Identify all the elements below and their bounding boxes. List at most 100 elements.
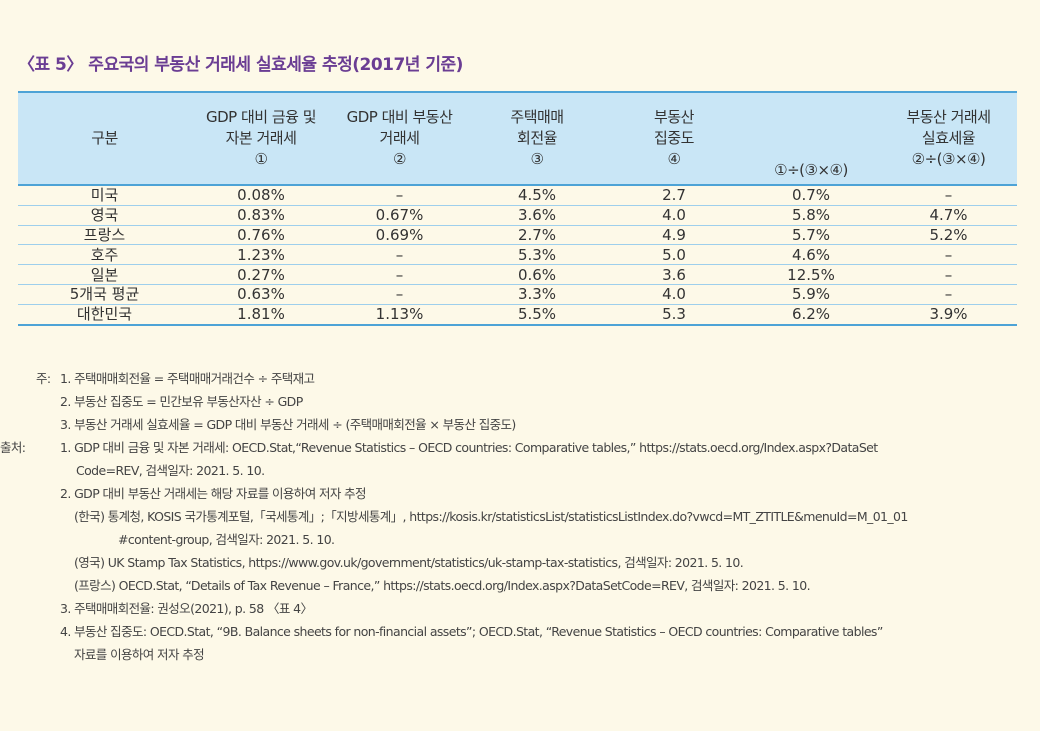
column-header-line: 거래세 — [379, 129, 420, 147]
table-cell: 0.69% — [331, 225, 468, 246]
column-header-line: 부동산 거래세 — [906, 108, 991, 126]
column-header-line: ④ — [667, 150, 681, 168]
table-cell: 0.83% — [191, 205, 331, 226]
table-cell: 0.7% — [742, 185, 880, 206]
table-cell: 12.5% — [742, 264, 880, 285]
column-header: ①÷(③×④) — [742, 91, 880, 186]
source-line: (한국) 통계청, KOSIS 국가통계포털,「국세통계」;「지방세통계」, h… — [74, 509, 908, 524]
table-cell: 2.7 — [606, 185, 742, 206]
table-cell: – — [331, 185, 468, 206]
row-label: 일본 — [18, 264, 191, 285]
source-line: (영국) UK Stamp Tax Statistics, https://ww… — [74, 555, 744, 570]
table-cell: 0.67% — [331, 205, 468, 226]
column-header-line: GDP 대비 부동산 — [346, 108, 453, 126]
table-cell: – — [880, 185, 1017, 206]
table-cell: 3.6 — [606, 264, 742, 285]
note-line: 2. 부동산 집중도 = 민간보유 부동산자산 ÷ GDP — [60, 394, 303, 409]
column-header-line: ② — [393, 150, 406, 168]
table-row: 5개국 평균 0.63% –3.3% 4.0 5.9% – — [18, 284, 1017, 305]
table-cell: 5.3 — [606, 304, 742, 326]
column-header-line: ①÷(③×④) — [774, 161, 848, 179]
row-label: 호주 — [18, 244, 191, 266]
table-cell: 4.5% — [468, 185, 606, 206]
source-label: 출처: — [0, 440, 26, 455]
source-line: 3. 주택매매회전율: 권성오(2021), p. 58 〈표 4〉 — [60, 601, 313, 616]
source-item: 1. GDP 대비 금융 및 자본 거래세: OECD.Stat,“Revenu… — [60, 440, 878, 455]
table-cell: 5.8% — [742, 205, 880, 226]
table-body: 미국 0.08% –4.5% 2.7 0.7% – 영국 0.83% 0.67% 3.6% 4.0 5… — [18, 185, 1017, 326]
column-header-line: 실효세율 — [921, 129, 976, 147]
row-label: 미국 — [18, 185, 191, 206]
table-row: 미국 0.08% –4.5% 2.7 0.7% – — [18, 185, 1017, 206]
column-header-line: 회전율 — [517, 129, 557, 147]
source-line: 4. 부동산 집중도: OECD.Stat, “9B. Balance shee… — [60, 624, 883, 639]
table-cell: 0.6% — [468, 264, 606, 285]
table-cell: 0.76% — [191, 225, 331, 246]
table-cell: 0.27% — [191, 264, 331, 285]
table-cell: 4.0 — [606, 284, 742, 305]
table-row: 호주 1.23% –5.3% 5.0 4.6% – — [18, 244, 1017, 266]
table-cell: 3.3% — [468, 284, 606, 305]
table-cell: 1.13% — [331, 304, 468, 326]
table-cell: 2.7% — [468, 225, 606, 246]
table-cell: 0.08% — [191, 185, 331, 206]
column-header-line: 부동산 — [654, 108, 694, 126]
table-cell: 4.9 — [606, 225, 742, 246]
table-cell: – — [331, 284, 468, 305]
column-header-line: GDP 대비 금융 및 — [205, 108, 317, 126]
column-header-line: ① — [254, 150, 268, 168]
table-cell: 3.9% — [880, 304, 1017, 326]
column-header-line: 주택매매 — [510, 108, 564, 126]
table-cell: 0.63% — [191, 284, 331, 305]
table-cell: 4.6% — [742, 244, 880, 266]
column-header-line: 자본 거래세 — [225, 129, 297, 147]
table-cell: – — [331, 244, 468, 266]
table-cell: 4.7% — [880, 205, 1017, 226]
note-label: 주: — [36, 371, 51, 386]
table-cell: 5.0 — [606, 244, 742, 266]
table-cell: 5.7% — [742, 225, 880, 246]
source-line: 2. GDP 대비 부동산 거래세는 해당 자료를 이용하여 저자 추정 — [60, 486, 367, 501]
note-line: 주: 1. 주택매매회전율 = 주택매매거래건수 ÷ 주택재고 — [18, 367, 1028, 390]
table-row: 대한민국 1.81% 1.13% 5.5% 5.3 6.2% 3.9% — [18, 304, 1017, 326]
table-cell: 1.81% — [191, 304, 331, 326]
row-label: 대한민국 — [18, 304, 191, 326]
column-header-line: 집중도 — [654, 129, 694, 147]
note-item: 1. 주택매매회전율 = 주택매매거래건수 ÷ 주택재고 — [60, 371, 315, 386]
column-header-line: 구분 — [91, 129, 118, 147]
table-cell: – — [331, 264, 468, 285]
table-row: 일본 0.27% –0.6% 3.6 12.5% – — [18, 264, 1017, 285]
source-line: 출처: 1. GDP 대비 금융 및 자본 거래세: OECD.Stat,“Rev… — [0, 436, 1028, 459]
source-line: #content-group, 검색일자: 2021. 5. 10. — [118, 532, 335, 547]
note-line: 3. 부동산 거래세 실효세율 = GDP 대비 부동산 거래세 ÷ (주택매매… — [60, 417, 516, 432]
source-line: 자료를 이용하여 저자 추정 — [74, 647, 205, 662]
table-cell: 5.9% — [742, 284, 880, 305]
table-cell: 1.23% — [191, 244, 331, 266]
column-header-line: ③ — [530, 150, 544, 168]
column-header: 구분 — [18, 91, 191, 186]
row-label: 영국 — [18, 205, 191, 226]
table-cell: – — [880, 284, 1017, 305]
table-cell: 5.3% — [468, 244, 606, 266]
table-row: 영국 0.83% 0.67% 3.6% 4.0 5.8% 4.7% — [18, 205, 1017, 226]
table-cell: – — [880, 244, 1017, 266]
row-label: 프랑스 — [18, 225, 191, 246]
column-header-line: ②÷(③×④) — [911, 150, 986, 168]
row-label: 5개국 평균 — [18, 284, 191, 305]
notes-section: 주: 1. 주택매매회전율 = 주택매매거래건수 ÷ 주택재고 2. 부동산 집중… — [0, 367, 1028, 666]
table-cell: 6.2% — [742, 304, 880, 326]
table-cell: 4.0 — [606, 205, 742, 226]
source-line: Code=REV, 검색일자: 2021. 5. 10. — [76, 463, 265, 478]
table-cell: 3.6% — [468, 205, 606, 226]
table-row: 프랑스 0.76% 0.69% 2.7% 4.9 5.7% 5.2% — [18, 225, 1017, 246]
table-cell: – — [880, 264, 1017, 285]
table-title: 〈표 5〉 주요국의 부동산 거래세 실효세율 추정(2017년 기준) — [18, 55, 463, 75]
